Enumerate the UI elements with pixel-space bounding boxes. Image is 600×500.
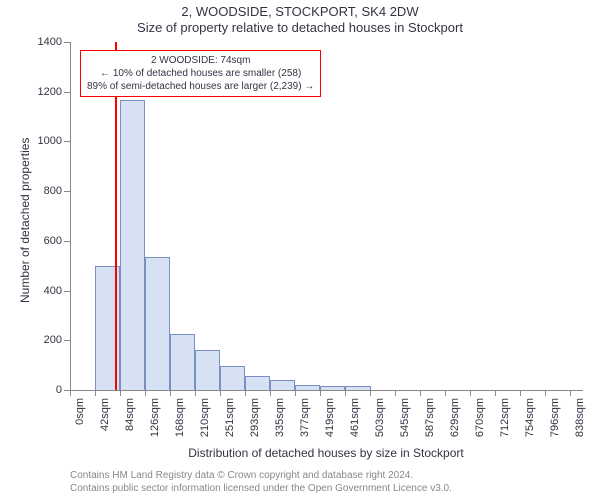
y-tick-label: 800 (22, 185, 62, 197)
x-tick-mark (495, 390, 496, 396)
x-tick-label: 42sqm (99, 398, 111, 431)
x-tick-label: 629sqm (449, 398, 461, 437)
y-tick-mark (64, 241, 70, 242)
histogram-bar (270, 380, 295, 390)
y-tick-label: 400 (22, 285, 62, 297)
x-tick-mark (220, 390, 221, 396)
x-tick-label: 126sqm (149, 398, 161, 437)
x-tick-mark (345, 390, 346, 396)
x-tick-mark (295, 390, 296, 396)
y-tick-label: 0 (22, 384, 62, 396)
x-tick-label: 84sqm (124, 398, 136, 431)
x-tick-label: 335sqm (274, 398, 286, 437)
x-tick-mark (520, 390, 521, 396)
y-tick-mark (64, 340, 70, 341)
x-tick-mark (145, 390, 146, 396)
histogram-bar (220, 366, 245, 390)
x-axis-label: Distribution of detached houses by size … (70, 446, 582, 460)
annotation-line: 89% of semi-detached houses are larger (… (87, 80, 314, 93)
y-tick-label: 200 (22, 334, 62, 346)
x-tick-label: 377sqm (299, 398, 311, 437)
x-tick-mark (95, 390, 96, 396)
x-tick-mark (195, 390, 196, 396)
x-tick-label: 796sqm (549, 398, 561, 437)
annotation-line: ← 10% of detached houses are smaller (25… (87, 67, 314, 80)
y-tick-mark (64, 141, 70, 142)
x-tick-label: 503sqm (374, 398, 386, 437)
x-tick-label: 670sqm (474, 398, 486, 437)
x-tick-mark (245, 390, 246, 396)
x-tick-label: 210sqm (199, 398, 211, 437)
y-axis-label: Number of detached properties (18, 138, 32, 303)
y-tick-mark (64, 291, 70, 292)
y-tick-mark (64, 92, 70, 93)
x-tick-label: 419sqm (324, 398, 336, 437)
histogram-bar (195, 350, 220, 390)
x-tick-label: 712sqm (499, 398, 511, 437)
x-tick-label: 0sqm (74, 398, 86, 425)
y-tick-mark (64, 191, 70, 192)
x-tick-label: 587sqm (424, 398, 436, 437)
x-tick-label: 545sqm (399, 398, 411, 437)
x-tick-mark (570, 390, 571, 396)
y-tick-label: 1400 (22, 36, 62, 48)
x-tick-label: 461sqm (349, 398, 361, 437)
footer-line: Contains public sector information licen… (70, 483, 452, 496)
x-tick-label: 838sqm (574, 398, 586, 437)
x-tick-mark (445, 390, 446, 396)
x-tick-mark (420, 390, 421, 396)
y-tick-mark (64, 42, 70, 43)
annotation-box: 2 WOODSIDE: 74sqm ← 10% of detached hous… (80, 50, 321, 97)
histogram-bar (345, 386, 370, 390)
x-tick-mark (395, 390, 396, 396)
y-tick-label: 1200 (22, 86, 62, 98)
x-tick-mark (320, 390, 321, 396)
x-tick-mark (170, 390, 171, 396)
x-tick-label: 754sqm (524, 398, 536, 437)
histogram-bar (320, 386, 345, 390)
footer-attribution: Contains HM Land Registry data © Crown c… (70, 470, 452, 495)
y-tick-label: 1000 (22, 135, 62, 147)
subtitle: Size of property relative to detached ho… (0, 20, 600, 36)
title-block: 2, WOODSIDE, STOCKPORT, SK4 2DW Size of … (0, 0, 600, 37)
x-tick-label: 168sqm (174, 398, 186, 437)
footer-line: Contains HM Land Registry data © Crown c… (70, 470, 452, 483)
histogram-bar (295, 385, 320, 390)
x-tick-mark (120, 390, 121, 396)
x-tick-mark (370, 390, 371, 396)
y-tick-label: 600 (22, 235, 62, 247)
x-tick-label: 293sqm (249, 398, 261, 437)
histogram-bar (170, 334, 195, 390)
annotation-line: 2 WOODSIDE: 74sqm (87, 54, 314, 67)
chart-container: 2, WOODSIDE, STOCKPORT, SK4 2DW Size of … (0, 0, 600, 500)
x-tick-mark (70, 390, 71, 396)
x-tick-mark (545, 390, 546, 396)
x-tick-mark (470, 390, 471, 396)
x-tick-label: 251sqm (224, 398, 236, 437)
histogram-bar (145, 257, 170, 390)
address-title: 2, WOODSIDE, STOCKPORT, SK4 2DW (0, 4, 600, 20)
x-tick-mark (270, 390, 271, 396)
histogram-bar (120, 100, 145, 390)
histogram-bar (245, 376, 270, 390)
